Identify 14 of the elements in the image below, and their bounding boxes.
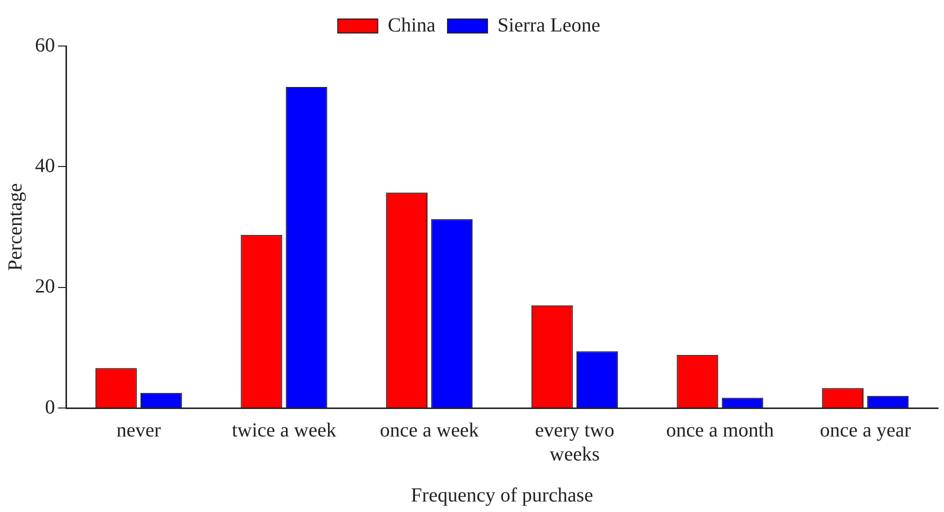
legend-label: China xyxy=(388,14,436,36)
x-tick-label: twice a week xyxy=(232,419,336,442)
x-tick-label: every two weeks xyxy=(534,419,614,466)
x-axis-title: Frequency of purchase xyxy=(410,484,594,506)
x-tick-label: once a month xyxy=(666,419,774,442)
x-tick-label: once a week xyxy=(380,419,479,442)
y-tick-label: 20 xyxy=(35,276,55,298)
x-tick-label: never xyxy=(116,419,162,442)
y-tick-label: 60 xyxy=(35,34,55,56)
legend-label: Sierra Leone xyxy=(498,14,600,36)
y-tick-label: 40 xyxy=(35,154,55,177)
x-tick-label: once a year xyxy=(820,419,912,442)
y-tick-label: 0 xyxy=(45,396,55,418)
y-axis-title: Percentage xyxy=(4,183,26,271)
